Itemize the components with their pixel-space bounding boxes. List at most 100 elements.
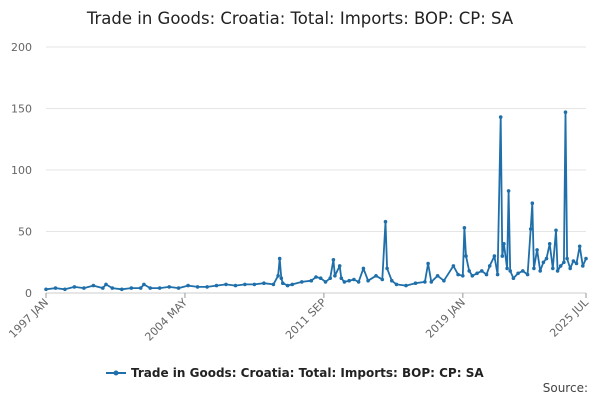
y-tick-label-200: 200	[11, 41, 32, 54]
data-point-101	[571, 259, 576, 263]
data-point-75	[498, 115, 503, 119]
data-point-18	[195, 285, 200, 289]
data-point-84	[525, 272, 530, 277]
data-point-67	[467, 269, 472, 273]
data-point-1	[53, 286, 58, 290]
x-tick-label-0: 1997 JAN	[6, 296, 51, 341]
data-point-13	[148, 286, 152, 290]
data-point-54	[394, 282, 399, 287]
data-point-80	[508, 269, 512, 273]
data-point-89	[538, 269, 542, 273]
data-point-68	[470, 274, 475, 278]
data-point-7	[104, 282, 108, 287]
data-point-88	[535, 248, 539, 252]
data-point-17	[186, 283, 190, 288]
data-point-27	[276, 274, 280, 278]
data-point-96	[558, 264, 563, 268]
data-point-42	[339, 276, 344, 281]
data-point-5	[91, 283, 96, 288]
data-point-59	[429, 280, 434, 284]
data-point-32	[290, 282, 295, 287]
data-point-99	[565, 256, 569, 261]
data-point-48	[366, 278, 370, 283]
data-point-102	[574, 261, 579, 266]
data-point-60	[435, 274, 440, 278]
data-point-93	[551, 266, 555, 271]
data-point-9	[120, 287, 124, 292]
data-point-4	[82, 286, 86, 290]
data-point-21	[224, 282, 228, 287]
data-point-72	[487, 264, 492, 268]
data-point-74	[495, 272, 500, 277]
data-point-10	[129, 286, 134, 290]
y-tick-label-100: 100	[11, 164, 32, 177]
data-point-2	[63, 287, 67, 292]
data-point-20	[214, 283, 219, 288]
data-point-61	[442, 278, 446, 283]
data-point-30	[281, 281, 285, 286]
data-point-55	[404, 283, 408, 288]
data-point-15	[167, 285, 171, 289]
data-point-45	[352, 277, 356, 282]
x-tick-label-2: 2011 SEP	[283, 296, 329, 342]
data-point-78	[505, 266, 509, 271]
data-point-62	[451, 264, 456, 268]
data-point-16	[176, 286, 181, 290]
data-point-91	[544, 256, 549, 261]
data-point-105	[584, 256, 588, 261]
data-point-44	[347, 278, 352, 283]
data-point-40	[333, 274, 337, 278]
data-point-3	[72, 285, 77, 289]
data-point-90	[541, 260, 546, 265]
data-point-71	[484, 272, 489, 277]
data-point-36	[318, 276, 323, 281]
data-point-70	[480, 269, 484, 273]
data-point-66	[464, 254, 468, 258]
data-point-23	[243, 282, 247, 287]
data-point-64	[461, 274, 465, 278]
data-point-77	[502, 242, 506, 246]
data-point-92	[547, 242, 552, 246]
data-point-53	[390, 278, 394, 283]
data-point-31	[285, 283, 290, 288]
data-point-29	[279, 276, 284, 281]
data-point-56	[413, 281, 418, 286]
chart-title: Trade in Goods: Croatia: Total: Imports:…	[86, 9, 514, 28]
data-point-47	[361, 266, 366, 271]
data-point-76	[500, 254, 505, 258]
data-point-38	[328, 276, 333, 281]
data-point-81	[511, 276, 516, 281]
data-point-37	[323, 280, 328, 284]
x-tick-label-4: 2025 JUL	[547, 295, 591, 339]
data-point-43	[342, 280, 347, 284]
series-line	[45, 111, 587, 291]
data-point-95	[555, 269, 560, 273]
data-point-58	[426, 261, 430, 266]
data-point-85	[528, 227, 533, 231]
data-point-63	[456, 272, 460, 277]
data-point-86	[530, 201, 535, 205]
legend-label: Trade in Goods: Croatia: Total: Imports:…	[131, 366, 484, 380]
x-tick-label-3: 2019 JAN	[423, 296, 468, 341]
data-point-25	[262, 281, 266, 286]
data-point-97	[562, 260, 566, 265]
legend-marker	[113, 370, 119, 376]
data-point-87	[532, 266, 536, 271]
y-tick-label-50: 50	[18, 226, 32, 239]
data-point-98	[563, 110, 568, 114]
data-point-104	[581, 264, 585, 268]
data-point-6	[101, 286, 105, 290]
data-point-0	[44, 287, 48, 292]
data-point-79	[506, 189, 511, 193]
data-point-11	[138, 286, 143, 290]
data-point-57	[423, 280, 427, 284]
data-point-26	[271, 282, 276, 287]
data-point-82	[516, 271, 520, 276]
data-point-51	[383, 219, 388, 224]
data-point-19	[205, 285, 209, 289]
data-point-22	[233, 283, 238, 288]
source-label: Source:	[542, 381, 588, 395]
data-point-83	[521, 269, 525, 273]
